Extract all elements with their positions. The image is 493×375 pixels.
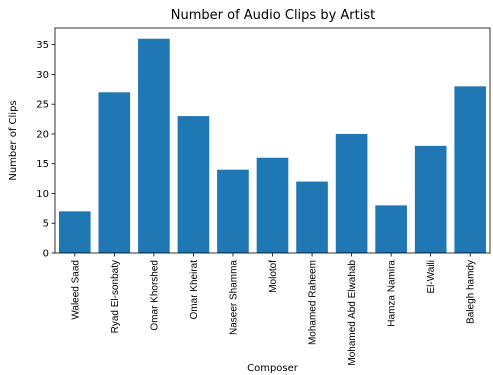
y-tick-label: 20	[36, 129, 49, 140]
bar-2	[138, 38, 170, 253]
bar-1	[98, 92, 131, 254]
x-axis-label: Composer	[247, 363, 299, 374]
y-tick-label: 25	[36, 100, 49, 111]
bar-10	[454, 86, 487, 253]
chart-title: Number of Audio Clips by Artist	[171, 8, 375, 23]
y-ticks-group: 0 5 10 15 20 25 30 35	[36, 40, 55, 260]
bar-7	[335, 133, 368, 253]
x-tick-label: Mohamed Abd Elwahab	[347, 260, 358, 366]
y-tick-label: 0	[43, 249, 49, 260]
x-tick-label: Balegh hamdy	[466, 260, 477, 324]
bar-5	[256, 157, 289, 253]
y-tick-label: 15	[36, 159, 49, 170]
x-tick-label: Omar Kheirat	[189, 260, 200, 320]
y-tick-label: 35	[36, 40, 49, 51]
bar-0	[58, 211, 91, 253]
bar-8	[375, 205, 407, 253]
x-tick-label: Ryad El-sonbaty	[110, 260, 121, 333]
x-tick-label: Omar Khorshed	[149, 260, 160, 331]
bar-9	[414, 145, 447, 253]
y-axis-label: Number of Clips	[8, 100, 19, 180]
bar-4	[217, 169, 249, 253]
x-tick-label: Hamza Namira	[387, 260, 398, 327]
plot-frame	[54, 27, 491, 254]
bar-3	[177, 116, 210, 253]
y-tick-label: 10	[36, 189, 49, 200]
x-tick-label: Waleed Saad	[70, 260, 81, 320]
x-tick-label: Molotof	[268, 260, 279, 293]
bar-6	[296, 181, 328, 253]
x-tick-label: Naseer Shamma	[228, 260, 239, 335]
y-tick-label: 30	[36, 70, 49, 81]
x-ticks-group: Waleed Saad Ryad El-sonbaty Omar Khorshed O…	[70, 253, 477, 366]
y-tick-label: 5	[43, 219, 49, 230]
x-tick-label: Mohamed Raheem	[308, 260, 319, 345]
bars-group	[58, 38, 487, 254]
x-tick-label: El-Waili	[426, 260, 437, 294]
